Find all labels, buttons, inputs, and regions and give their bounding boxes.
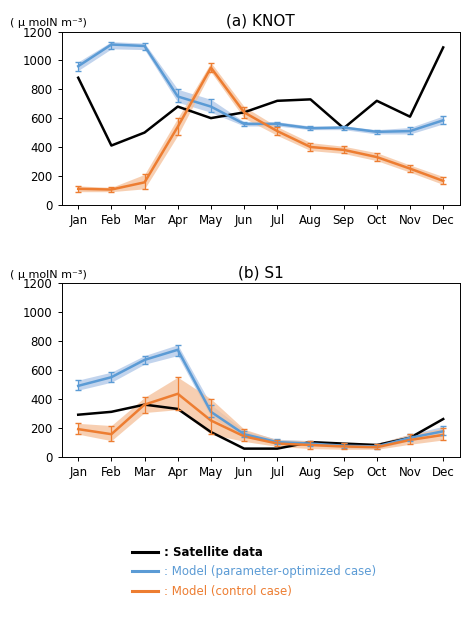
Text: ( μ molN m⁻³): ( μ molN m⁻³): [10, 18, 87, 28]
Legend: : Satellite data, : Model (parameter-optimized case), : Model (control case): : Satellite data, : Model (parameter-opt…: [127, 541, 381, 603]
Title: (b) S1: (b) S1: [238, 266, 283, 281]
Title: (a) KNOT: (a) KNOT: [226, 14, 295, 29]
Text: ( μ molN m⁻³): ( μ molN m⁻³): [10, 270, 87, 280]
